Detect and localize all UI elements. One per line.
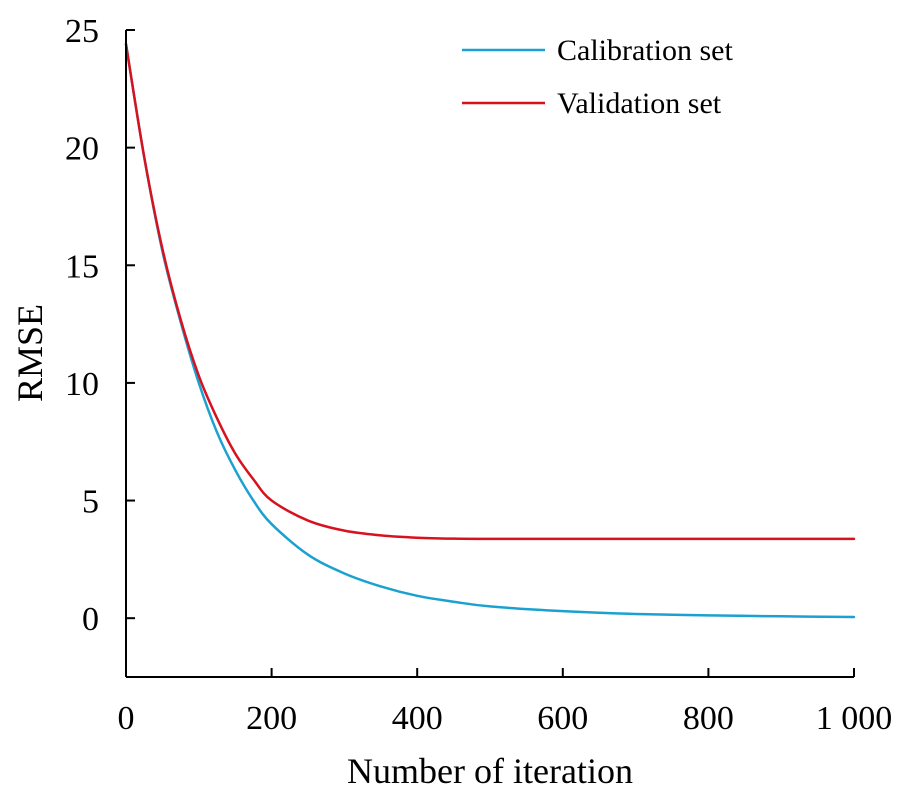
y-axis-title: RMSE	[10, 304, 50, 402]
y-tick-label: 10	[65, 366, 99, 403]
legend: Calibration set Validation set	[462, 34, 733, 120]
series-line-calibration	[124, 42, 856, 619]
axis-ticks: 0 200 400 600 800 1 000 0 5 10 15 20 25	[65, 13, 892, 737]
legend-label-calibration: Calibration set	[557, 34, 733, 67]
x-tick-label: 200	[246, 700, 297, 737]
x-tick-label: 0	[118, 700, 135, 737]
y-tick-label: 5	[82, 484, 99, 521]
series-group	[124, 42, 856, 619]
y-tick-label: 0	[82, 601, 99, 638]
y-tick-label: 25	[65, 13, 99, 50]
x-tick-label: 800	[683, 700, 734, 737]
series-line-validation	[124, 42, 856, 541]
x-tick-label: 600	[537, 700, 588, 737]
y-tick-label: 20	[65, 131, 99, 168]
x-axis-title: Number of iteration	[347, 751, 633, 791]
legend-label-validation: Validation set	[557, 87, 722, 120]
x-tick-label: 400	[392, 700, 443, 737]
x-tick-label: 1 000	[816, 700, 893, 737]
y-tick-label: 15	[65, 248, 99, 285]
